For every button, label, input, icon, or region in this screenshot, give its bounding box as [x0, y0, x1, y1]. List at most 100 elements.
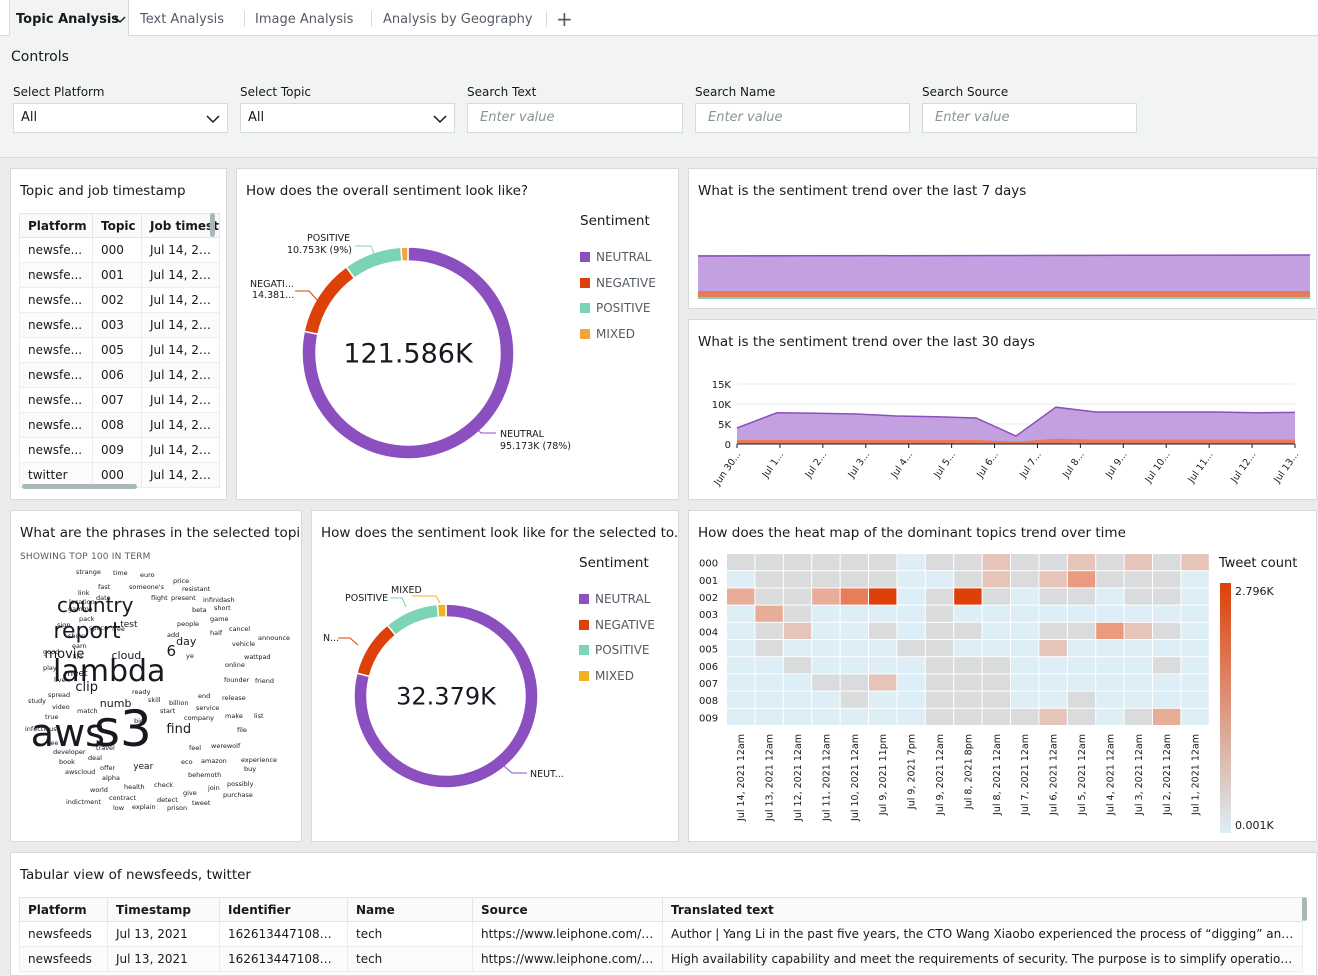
heatmap-cell[interactable]	[1124, 708, 1152, 725]
word-cloud-term[interactable]: link	[78, 589, 90, 597]
word-cloud-term[interactable]: amazon	[201, 757, 227, 765]
heatmap-cell[interactable]	[925, 588, 954, 605]
tab-topic-analysis[interactable]: Topic Analysis	[9, 0, 129, 36]
heatmap-cell[interactable]	[954, 691, 982, 708]
heatmap-cell[interactable]	[1067, 605, 1096, 622]
heatmap-cell[interactable]	[1067, 588, 1096, 605]
vertical-scrollbar[interactable]	[1302, 897, 1307, 921]
heatmap-cell[interactable]	[982, 605, 1010, 622]
word-cloud-term[interactable]: year	[133, 761, 154, 772]
heatmap-cell[interactable]	[869, 674, 897, 691]
word-cloud-term[interactable]: health	[124, 783, 145, 791]
word-cloud-term[interactable]: give	[183, 789, 197, 797]
word-cloud-term[interactable]: file	[237, 726, 247, 734]
heatmap-cell[interactable]	[1011, 708, 1039, 725]
heatmap-cell[interactable]	[1181, 588, 1209, 605]
heatmap-cell[interactable]	[1096, 657, 1124, 674]
heatmap-cell[interactable]	[727, 622, 755, 639]
heatmap-cell[interactable]	[1153, 674, 1181, 691]
heatmap-cell[interactable]	[1096, 691, 1124, 708]
column-header[interactable]: Timestamp	[107, 897, 220, 922]
word-cloud-term[interactable]: skill	[148, 696, 161, 704]
column-header[interactable]: Job timest	[141, 213, 220, 238]
heatmap-cell[interactable]	[869, 622, 897, 639]
column-header[interactable]: Platform	[19, 897, 108, 922]
word-cloud-term[interactable]: wattpad	[244, 653, 271, 661]
heatmap-cell[interactable]	[812, 622, 840, 639]
heatmap-cell[interactable]	[1153, 708, 1181, 725]
word-cloud-term[interactable]: online	[225, 661, 245, 669]
heatmap-cell[interactable]	[1067, 571, 1096, 588]
legend-item-negative[interactable]: NEGATIVE	[580, 276, 656, 290]
heatmap-cell[interactable]	[1096, 571, 1124, 588]
heatmap-cell[interactable]	[1096, 605, 1124, 622]
heatmap-cell[interactable]	[1067, 554, 1096, 571]
heatmap-cell[interactable]	[755, 657, 783, 674]
heatmap-cell[interactable]	[897, 554, 925, 571]
slice-mixed[interactable]	[400, 246, 409, 262]
word-cloud-term[interactable]: cloud	[111, 649, 142, 663]
slice-negative[interactable]	[303, 265, 356, 336]
heatmap-cell[interactable]	[840, 588, 868, 605]
heatmap-cell[interactable]	[897, 657, 925, 674]
table-row[interactable]: newsfeeds Jul 13, 2021 1626134471082#... te…	[19, 946, 1303, 972]
heatmap-cell[interactable]	[727, 588, 755, 605]
word-cloud-term[interactable]: friend	[255, 677, 275, 685]
word-cloud-term[interactable]: release	[222, 694, 246, 702]
heatmap-cell[interactable]	[1124, 674, 1152, 691]
heatmap-cell[interactable]	[925, 622, 954, 639]
heatmap-cell[interactable]	[1124, 554, 1152, 571]
heatmap-cell[interactable]	[925, 691, 954, 708]
heatmap-cell[interactable]	[925, 554, 954, 571]
heatmap-cell[interactable]	[755, 622, 783, 639]
word-cloud-term[interactable]: awscloud	[65, 768, 96, 776]
word-cloud-term[interactable]: list	[254, 712, 264, 720]
heatmap-cell[interactable]	[812, 588, 840, 605]
vertical-scrollbar[interactable]	[210, 213, 215, 237]
heatmap-cell[interactable]	[1039, 554, 1067, 571]
heatmap-cell[interactable]	[1181, 657, 1209, 674]
heatmap-cell[interactable]	[727, 691, 755, 708]
heatmap-cell[interactable]	[783, 708, 812, 725]
platform-select[interactable]: All	[13, 103, 228, 133]
heatmap-cell[interactable]	[954, 657, 982, 674]
heatmap-cell[interactable]	[1153, 657, 1181, 674]
word-cloud-term[interactable]: people	[177, 620, 200, 628]
legend-item-positive[interactable]: POSITIVE	[580, 301, 651, 315]
word-cloud-term[interactable]: numb	[99, 697, 132, 711]
word-cloud-term[interactable]: country	[57, 593, 134, 617]
heatmap-cell[interactable]	[1153, 691, 1181, 708]
word-cloud-term[interactable]: book	[59, 758, 75, 766]
heatmap-cell[interactable]	[954, 674, 982, 691]
heatmap-cell[interactable]	[840, 708, 868, 725]
word-cloud-term[interactable]: short	[214, 604, 231, 612]
heatmap-cell[interactable]	[1096, 674, 1124, 691]
legend-item-negative[interactable]: NEGATIVE	[579, 618, 655, 632]
word-cloud-term[interactable]: earn	[72, 642, 87, 650]
word-cloud-term[interactable]: service	[196, 704, 220, 712]
table-row[interactable]: newsfe... 000 Jul 14, 2021	[19, 237, 220, 263]
heatmap-cell[interactable]	[1039, 674, 1067, 691]
heatmap-cell[interactable]	[897, 691, 925, 708]
heatmap-cell[interactable]	[1096, 708, 1124, 725]
heatmap-cell[interactable]	[897, 708, 925, 725]
word-cloud-term[interactable]: founder	[224, 676, 250, 684]
heatmap-cell[interactable]	[1011, 691, 1039, 708]
heatmap-cell[interactable]	[812, 708, 840, 725]
heatmap-cell[interactable]	[897, 588, 925, 605]
word-cloud-term[interactable]: announce	[258, 634, 291, 642]
word-cloud-term[interactable]: sign	[57, 621, 71, 629]
heatmap-cell[interactable]	[755, 640, 783, 657]
heatmap-cell[interactable]	[812, 657, 840, 674]
word-cloud-term[interactable]: behemoth	[188, 771, 222, 779]
slice-positive[interactable]	[386, 603, 440, 637]
word-cloud-term[interactable]: clip	[75, 679, 99, 695]
heatmap-cell[interactable]	[897, 605, 925, 622]
heatmap-cell[interactable]	[840, 605, 868, 622]
word-cloud-term[interactable]: ready	[132, 688, 151, 696]
heatmap-cell[interactable]	[1153, 588, 1181, 605]
word-cloud-term[interactable]: good	[43, 648, 60, 656]
word-cloud-term[interactable]: low	[113, 804, 125, 812]
word-cloud-term[interactable]: lambda	[53, 654, 166, 689]
legend-item-neutral[interactable]: NEUTRAL	[580, 250, 651, 264]
